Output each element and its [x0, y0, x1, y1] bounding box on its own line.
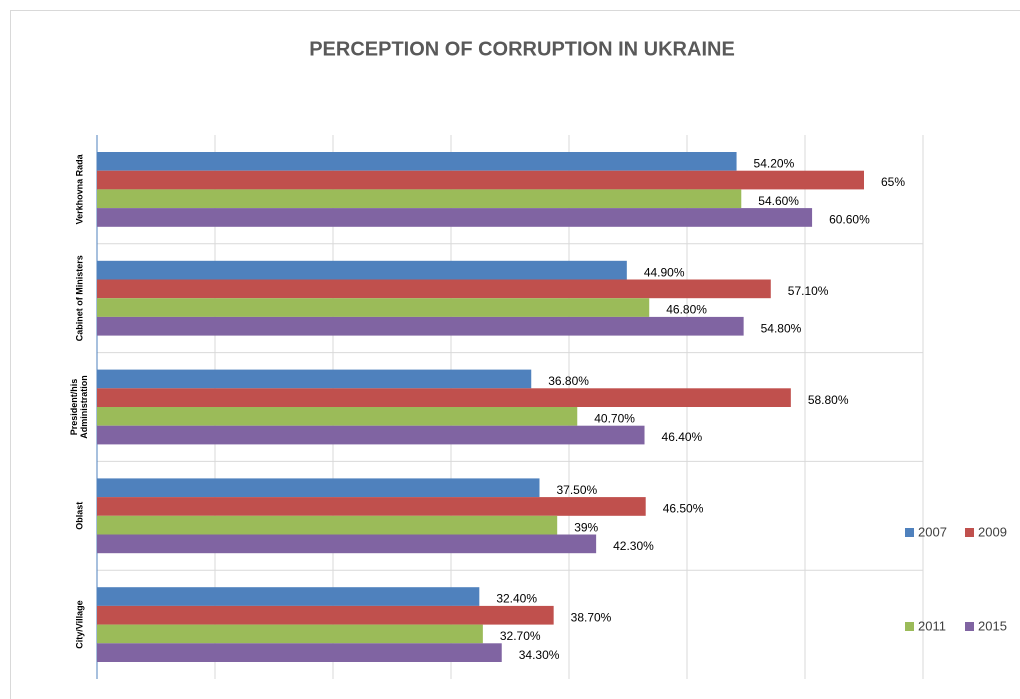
bar — [97, 369, 532, 389]
bar — [97, 478, 540, 498]
bar — [97, 279, 771, 299]
data-label: 60.60% — [829, 213, 870, 227]
category-label: Oblast — [74, 502, 84, 530]
bar — [97, 189, 742, 209]
legend-label: 2011 — [918, 618, 946, 633]
data-label: 39% — [574, 520, 598, 534]
category-label: Verkhovna Rada — [74, 153, 84, 224]
data-label: 32.40% — [496, 592, 537, 606]
data-label: 42.30% — [613, 539, 654, 553]
bar — [97, 605, 554, 625]
data-label: 37.50% — [557, 483, 598, 497]
data-label: 58.80% — [808, 393, 849, 407]
legend-swatch — [905, 528, 914, 537]
legend-swatch — [905, 622, 914, 631]
data-label: 34.30% — [519, 648, 560, 662]
category-label: City/Village — [74, 600, 84, 648]
bar — [97, 425, 645, 445]
data-label: 54.20% — [754, 157, 795, 171]
bar — [97, 170, 864, 190]
category-label: Cabinet of Ministers — [74, 255, 84, 341]
data-label: 54.60% — [758, 194, 799, 208]
bar — [97, 515, 558, 535]
legend-label: 2009 — [978, 524, 1007, 539]
category-label: President/hisAdministration — [69, 375, 89, 439]
bar — [97, 298, 650, 317]
bar — [97, 388, 791, 407]
data-label: 54.80% — [761, 321, 802, 335]
bar — [97, 624, 483, 644]
data-label: 46.80% — [666, 303, 707, 317]
legend-label: 2007 — [918, 524, 947, 539]
data-label: 57.10% — [788, 284, 829, 298]
bar — [97, 497, 646, 516]
bar — [97, 208, 813, 227]
bar — [97, 152, 737, 171]
bar — [97, 260, 627, 280]
legend-swatch — [965, 528, 974, 537]
legend-swatch — [965, 622, 974, 631]
data-label: 46.40% — [662, 430, 703, 444]
data-label: 32.70% — [500, 629, 541, 643]
data-label: 38.70% — [571, 610, 612, 624]
data-label: 44.90% — [644, 265, 685, 279]
data-label: 40.70% — [594, 412, 635, 426]
bar — [97, 407, 578, 426]
chart-frame — [10, 10, 1020, 699]
legend-label: 2015 — [978, 618, 1007, 633]
data-label: 46.50% — [663, 502, 704, 516]
bar — [97, 316, 744, 336]
bar — [97, 643, 502, 662]
data-label: 36.80% — [548, 374, 589, 388]
bar — [97, 534, 597, 554]
data-label: 65% — [881, 175, 905, 189]
chart-title: PERCEPTION OF CORRUPTION IN UKRAINE — [309, 38, 735, 60]
bar — [97, 587, 480, 606]
